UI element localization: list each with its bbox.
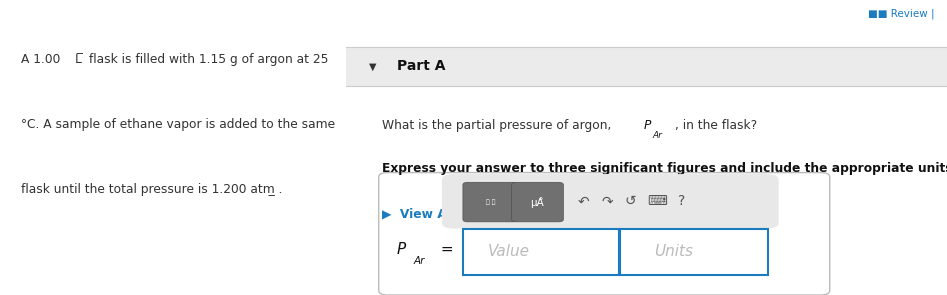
Text: Part A: Part A: [397, 59, 445, 73]
Text: ?: ?: [678, 194, 685, 208]
FancyBboxPatch shape: [511, 182, 563, 222]
FancyBboxPatch shape: [346, 47, 947, 86]
Text: ■■ Review |: ■■ Review |: [868, 9, 935, 19]
Text: =: =: [436, 242, 454, 257]
Text: ▼: ▼: [368, 61, 376, 71]
Text: ⬜ ⬜: ⬜ ⬜: [486, 199, 495, 205]
Text: Ar: Ar: [652, 131, 663, 140]
FancyBboxPatch shape: [442, 174, 778, 229]
Text: Express your answer to three significant figures and include the appropriate uni: Express your answer to three significant…: [382, 162, 947, 175]
Text: ↶: ↶: [578, 194, 589, 208]
Text: P: P: [643, 119, 651, 132]
Text: , in the flask?: , in the flask?: [675, 119, 758, 132]
FancyBboxPatch shape: [463, 229, 619, 275]
Text: A 1.00: A 1.00: [21, 53, 64, 66]
Text: ▶  View Available Hint(s): ▶ View Available Hint(s): [382, 208, 552, 221]
Text: ↷: ↷: [601, 194, 613, 208]
Text: flask is filled with 1.15 g of argon at 25: flask is filled with 1.15 g of argon at …: [84, 53, 329, 66]
Text: P: P: [397, 242, 406, 257]
Text: Units: Units: [653, 244, 693, 259]
Text: ⌨: ⌨: [647, 194, 667, 208]
FancyBboxPatch shape: [379, 173, 830, 295]
Text: Value: Value: [489, 244, 530, 259]
Text: flask until the total pressure is 1.200 atm̲̲̲ .: flask until the total pressure is 1.200 …: [21, 183, 282, 196]
Text: μÅ: μÅ: [530, 197, 545, 207]
Text: L̅: L̅: [76, 53, 82, 66]
Text: °C. A sample of ethane vapor is added to the same: °C. A sample of ethane vapor is added to…: [21, 118, 335, 131]
FancyBboxPatch shape: [463, 182, 518, 222]
Text: What is the partial pressure of argon,: What is the partial pressure of argon,: [382, 119, 615, 132]
FancyBboxPatch shape: [620, 229, 768, 275]
Text: Ar: Ar: [414, 256, 425, 266]
Text: ↺: ↺: [625, 194, 636, 208]
